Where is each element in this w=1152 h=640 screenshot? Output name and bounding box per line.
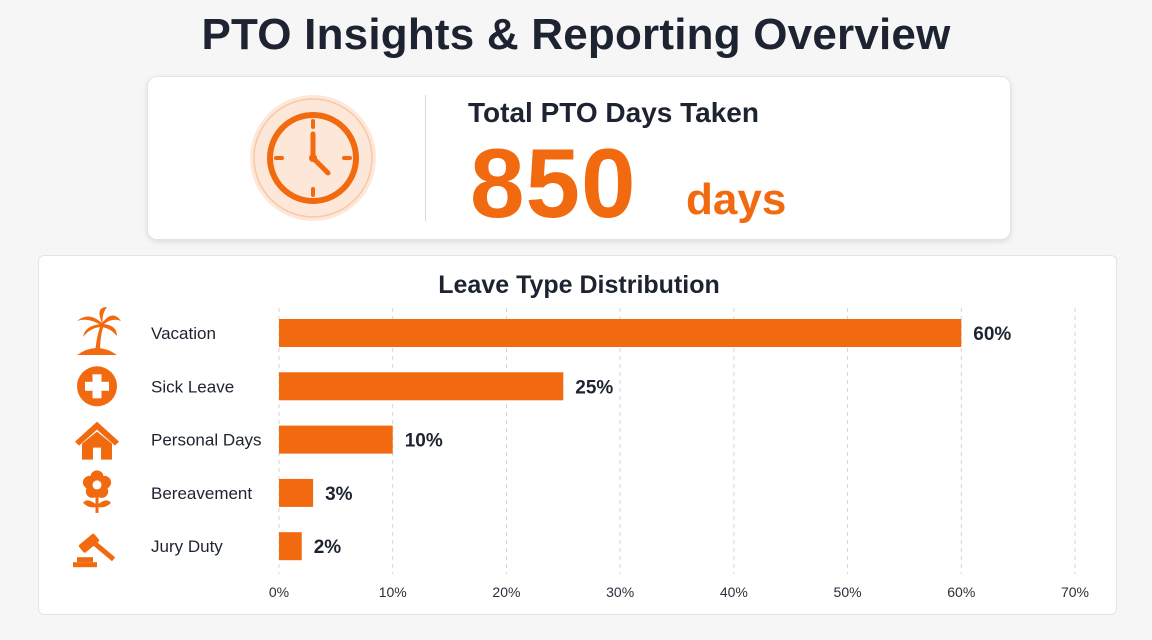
bar (279, 319, 961, 347)
category-label: Jury Duty (151, 537, 223, 556)
medical-cross-icon (77, 366, 117, 406)
x-tick-label: 50% (834, 584, 862, 600)
palm-tree-icon (77, 307, 121, 355)
leave-type-chart: Leave Type Distribution 0% 10% 20% 30% 40% 50… (39, 256, 1116, 614)
bar (279, 426, 393, 454)
x-tick-label: 10% (379, 584, 407, 600)
bar (279, 532, 302, 560)
kpi-unit: days (686, 175, 786, 225)
x-tick-label: 60% (947, 584, 975, 600)
x-tick-label: 20% (492, 584, 520, 600)
value-label: 60% (973, 324, 1011, 345)
bar (279, 372, 563, 400)
category-label: Vacation (151, 324, 216, 343)
x-tick-label: 40% (720, 584, 748, 600)
kpi-card: Total PTO Days Taken 850 days (147, 76, 1011, 240)
value-label: 25% (575, 377, 613, 398)
chart-card: Leave Type Distribution 0% 10% 20% 30% 40% 50… (38, 255, 1117, 615)
x-tick-label: 0% (269, 584, 289, 600)
category-label: Sick Leave (151, 377, 234, 396)
kpi-divider (425, 95, 426, 221)
x-tick-label: 30% (606, 584, 634, 600)
value-label: 10% (405, 431, 443, 452)
value-label: 2% (314, 537, 342, 558)
x-tick-label: 70% (1061, 584, 1089, 600)
chart-title: Leave Type Distribution (438, 271, 720, 299)
flower-icon (83, 470, 111, 513)
page-title: PTO Insights & Reporting Overview (0, 10, 1152, 60)
house-icon (75, 422, 119, 460)
clock-icon (249, 94, 377, 222)
kpi-label: Total PTO Days Taken (468, 97, 759, 129)
bar (279, 479, 313, 507)
gavel-icon (73, 533, 115, 567)
kpi-value: 850 (470, 133, 637, 233)
category-label: Personal Days (151, 431, 262, 450)
category-label: Bereavement (151, 484, 252, 503)
value-label: 3% (325, 484, 353, 505)
